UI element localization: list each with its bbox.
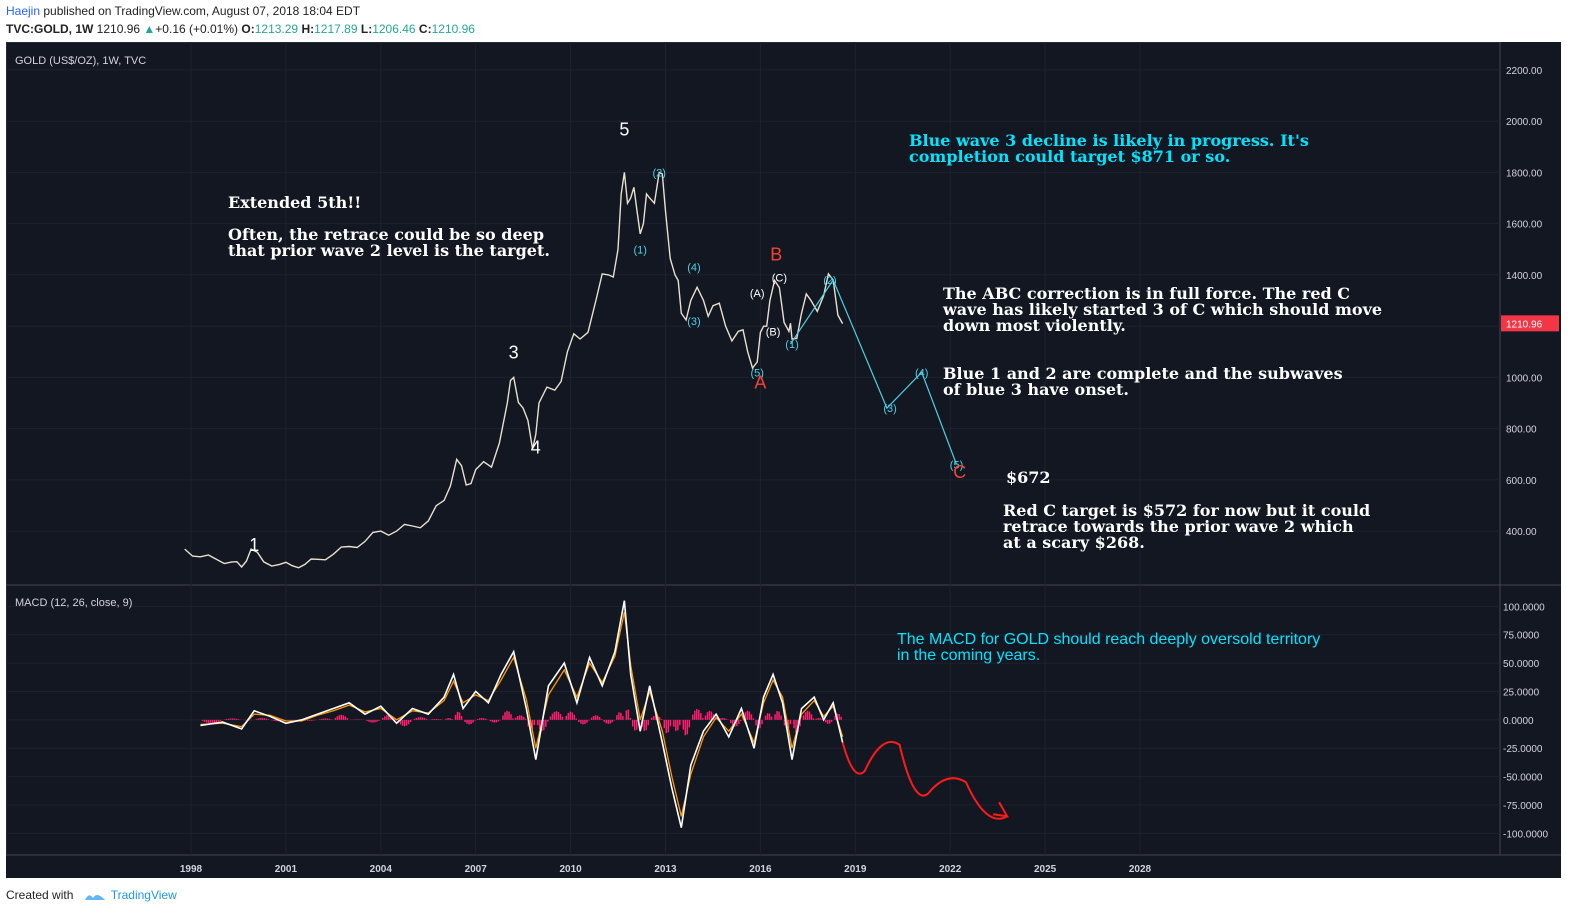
- note-redc-2: retrace towards the prior wave 2 which: [1003, 517, 1354, 536]
- high-value: 1217.89: [314, 22, 358, 36]
- low-value: 1206.46: [372, 22, 416, 36]
- note-abc-1: The ABC correction is in full force. The…: [943, 284, 1350, 303]
- note-redc-3: at a scary $268.: [1003, 533, 1145, 552]
- macd-note-1: The MACD for GOLD should reach deeply ov…: [897, 631, 1320, 648]
- author-link[interactable]: Haejin: [6, 4, 41, 18]
- time-tick-label: 2016: [749, 864, 772, 875]
- wave-label-blue: (4): [915, 367, 928, 379]
- last-price-tag-label: 1210.96: [1506, 319, 1543, 330]
- note-often-1: Often, the retrace could be so deep: [228, 225, 544, 244]
- open-label: O:: [241, 22, 255, 36]
- macd-tick-label: -75.0000: [1503, 801, 1543, 812]
- price-tick-label: 1000.00: [1506, 373, 1543, 384]
- time-tick-label: 1998: [180, 864, 203, 875]
- wave-label-blue: (1): [785, 339, 798, 351]
- note-abc-2: wave has likely started 3 of C which sho…: [942, 300, 1382, 319]
- price-tick-label: 2000.00: [1506, 117, 1543, 128]
- note-blue3-1: Blue wave 3 decline is likely in progres…: [909, 131, 1309, 150]
- macd-tick-label: -50.0000: [1503, 773, 1543, 784]
- wave-label-blue: (2): [823, 275, 836, 287]
- wave-label-minor: (C): [772, 272, 787, 284]
- price-tick-label: 1400.00: [1506, 271, 1543, 282]
- wave-label-blue: (2): [652, 167, 665, 179]
- note-target: $672: [1006, 468, 1051, 487]
- wave-label-red: A: [754, 373, 766, 393]
- wave-label-blue: (3): [883, 403, 896, 415]
- close-label: C:: [418, 22, 432, 36]
- footer: Created with TradingView: [6, 888, 177, 902]
- wave-label-blue: (4): [687, 262, 700, 274]
- main-pane-title: GOLD (US$/OZ), 1W, TVC: [15, 55, 146, 67]
- macd-tick-label: 50.0000: [1503, 659, 1540, 670]
- time-tick-label: 2013: [654, 864, 677, 875]
- change-value: +0.16 (+0.01%): [155, 22, 239, 36]
- wave-label-blue: (5): [751, 367, 764, 379]
- price-tick-label: 400.00: [1506, 527, 1537, 538]
- wave-label-white: 3: [509, 343, 519, 363]
- note-extended: Extended 5th!!: [228, 193, 361, 212]
- ohlc-line: TVC:GOLD, 1W 1210.96 ▲+0.16 (+0.01%) O:1…: [6, 22, 475, 36]
- time-tick-label: 2010: [559, 864, 582, 875]
- price-tick-label: 1600.00: [1506, 220, 1543, 231]
- arrow-head-icon: [992, 801, 1010, 818]
- time-tick-label: 2004: [370, 864, 393, 875]
- wave-label-blue: (5): [950, 460, 963, 472]
- wave-projection-line: [789, 278, 958, 465]
- note-blue3-2: completion could target $871 or so.: [909, 147, 1230, 166]
- price-tick-label: 600.00: [1506, 476, 1537, 487]
- open-value: 1213.29: [254, 22, 299, 36]
- price-tick-label: 2200.00: [1506, 66, 1543, 77]
- macd-tick-label: 100.0000: [1503, 602, 1545, 613]
- gold-price-series: [184, 171, 844, 569]
- publish-info: published on TradingView.com, August 07,…: [43, 4, 361, 18]
- wave-label-minor: (B): [766, 326, 781, 338]
- wave-label-blue: (1): [633, 244, 646, 256]
- macd-line: [200, 600, 844, 828]
- macd-projection-arrow: [841, 740, 1008, 820]
- wave-label-minor: (A): [750, 288, 765, 300]
- up-arrow-icon: ▲: [143, 22, 156, 36]
- macd-tick-label: -100.0000: [1503, 829, 1548, 840]
- wave-label-white: 1: [249, 535, 259, 555]
- time-tick-label: 2007: [465, 864, 488, 875]
- wave-label-white: 4: [531, 437, 541, 457]
- note-redc-1: Red C target is $572 for now but it coul…: [1003, 501, 1370, 520]
- price-tick-label: 1800.00: [1506, 168, 1543, 179]
- publish-line: Haejin published on TradingView.com, Aug…: [6, 4, 360, 18]
- note-blue12-2: of blue 3 have onset.: [943, 380, 1129, 399]
- note-abc-3: down most violently.: [943, 316, 1126, 335]
- last-price: 1210.96: [96, 22, 141, 36]
- time-tick-label: 2001: [275, 864, 298, 875]
- macd-tick-label: 0.0000: [1503, 716, 1534, 727]
- price-tick-label: 800.00: [1506, 425, 1537, 436]
- time-tick-label: 2019: [844, 864, 867, 875]
- last-price-tag: [1501, 315, 1559, 332]
- high-label: H:: [301, 22, 315, 36]
- wave-label-white: 5: [619, 120, 629, 140]
- macd-note-2: in the coming years.: [897, 647, 1040, 664]
- wave-label-red: B: [770, 244, 782, 264]
- time-tick-label: 2028: [1129, 864, 1152, 875]
- macd-tick-label: 75.0000: [1503, 631, 1540, 642]
- time-tick-label: 2025: [1034, 864, 1057, 875]
- low-label: L:: [360, 22, 373, 36]
- wave-label-blue: (3): [687, 316, 700, 328]
- note-blue12-1: Blue 1 and 2 are complete and the subwav…: [943, 364, 1343, 383]
- macd-pane-title: MACD (12, 26, close, 9): [15, 597, 132, 609]
- created-with-label: Created with: [6, 888, 74, 902]
- tradingview-link[interactable]: TradingView: [110, 888, 177, 902]
- plot-area: [6, 42, 1501, 856]
- close-value: 1210.96: [431, 22, 475, 36]
- chart-canvas[interactable]: 400.00600.00800.001000.001200.001400.001…: [6, 42, 1561, 878]
- macd-tick-label: 25.0000: [1503, 687, 1540, 698]
- wave-label-red: C: [953, 462, 966, 482]
- note-often-2: that prior wave 2 level is the target.: [228, 241, 550, 260]
- time-tick-label: 2022: [939, 864, 962, 875]
- tradingview-logo-icon: [84, 894, 105, 900]
- symbol-label: TVC:GOLD, 1W: [6, 22, 94, 36]
- macd-tick-label: -25.0000: [1503, 744, 1543, 755]
